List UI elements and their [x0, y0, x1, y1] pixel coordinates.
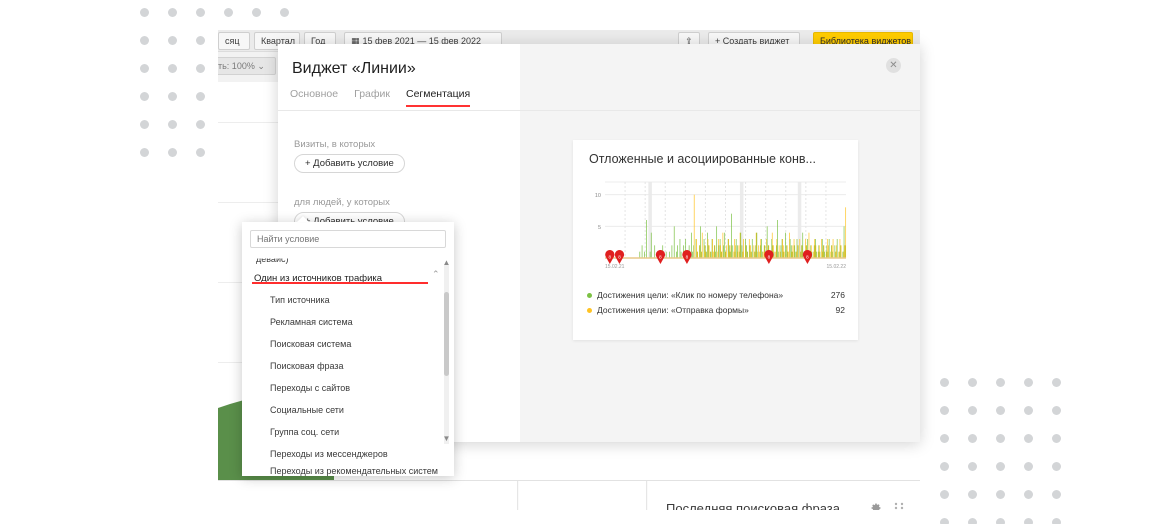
- calendar-icon: ▦: [351, 36, 359, 46]
- legend-label: Достижения цели: «Клик по номеру телефон…: [597, 290, 784, 300]
- bg-widget-title: Последняя поисковая фраза: [666, 501, 840, 510]
- triangle-down-icon[interactable]: ▼: [442, 434, 451, 443]
- drag-handle-icon[interactable]: [894, 501, 904, 510]
- condition-group-traffic-sources[interactable]: Один из источников трафика ⌃: [252, 268, 446, 286]
- legend-label: Достижения цели: «Отправка формы»: [597, 305, 749, 315]
- tab-osnovnoe[interactable]: Основное: [290, 88, 339, 100]
- condition-group-label: Один из источников трафика: [254, 273, 383, 284]
- legend-row: Достижения цели: «Клик по номеру телефон…: [587, 288, 845, 303]
- legend-color-swatch: [587, 308, 592, 313]
- preview-chart-plot: 5 10 8 8 8 8 8 8 15.02.21 15.02.22: [595, 181, 847, 270]
- triangle-up-icon[interactable]: ▲: [442, 258, 451, 267]
- condition-item-social-group[interactable]: Группа соц. сети: [270, 427, 340, 437]
- condition-item-ad-system[interactable]: Рекламная система: [270, 317, 353, 327]
- condition-item-source-type[interactable]: Тип источника: [270, 295, 330, 305]
- period-button-month[interactable]: сяц: [218, 32, 250, 50]
- legend-row: Достижения цели: «Отправка формы» 92: [587, 303, 845, 318]
- decorative-dot-grid-bottom-right: [940, 378, 1061, 524]
- condition-item-search-phrase[interactable]: Поисковая фраза: [270, 361, 344, 371]
- gear-icon[interactable]: [870, 501, 882, 510]
- tabs-divider: [278, 110, 920, 111]
- condition-item-social-networks[interactable]: Социальные сети: [270, 405, 344, 415]
- people-section-label: для людей, у которых: [294, 197, 390, 208]
- condition-picker-popup: девайс) Один из источников трафика ⌃ Тип…: [242, 216, 454, 476]
- scale-selector[interactable]: ть: 100% ⌄: [218, 57, 276, 75]
- chart-legend: Достижения цели: «Клик по номеру телефон…: [587, 288, 845, 318]
- legend-value: 92: [835, 305, 845, 315]
- svg-text:8: 8: [686, 255, 689, 260]
- svg-text:8: 8: [659, 255, 662, 260]
- condition-partial-item[interactable]: девайс): [256, 254, 289, 265]
- svg-text:8: 8: [609, 255, 612, 260]
- search-input[interactable]: [250, 230, 446, 248]
- condition-item-search-engine[interactable]: Поисковая система: [270, 339, 352, 349]
- condition-list[interactable]: девайс) Один из источников трафика ⌃ Тип…: [242, 254, 454, 476]
- dashboard-cell-chart[interactable]: [218, 481, 518, 510]
- chart-title: Отложенные и асоциированные конв...: [589, 152, 816, 166]
- svg-text:5: 5: [598, 225, 601, 231]
- visits-section-label: Визиты, в которых: [294, 139, 376, 150]
- condition-item-messengers[interactable]: Переходы из мессенджеров: [270, 449, 388, 459]
- scrollbar-thumb[interactable]: [444, 292, 449, 376]
- popup-pointer-arrow: [297, 216, 309, 222]
- add-condition-visits-button[interactable]: + Добавить условие: [294, 154, 405, 173]
- dashboard-cell-blank[interactable]: [519, 481, 647, 510]
- date-range-label: 15 фев 2021 — 15 фев 2022: [362, 36, 481, 46]
- dialog-title: Виджет «Линии»: [292, 60, 416, 77]
- svg-text:15.02.22: 15.02.22: [827, 264, 847, 270]
- dialog-tabs: Основное График Сегментация: [290, 88, 471, 110]
- tab-grafik[interactable]: График: [354, 88, 390, 100]
- widget-preview-card: Отложенные и асоциированные конв... 5 10 8…: [573, 140, 858, 340]
- chevron-down-icon: ⌄: [257, 61, 265, 71]
- svg-text:8: 8: [806, 255, 809, 260]
- condition-item-recommendation-systems[interactable]: Переходы из рекомендательных систем: [270, 466, 438, 476]
- export-icon: ⇪: [685, 36, 693, 46]
- legend-color-swatch: [587, 293, 592, 298]
- chevron-up-icon: ⌃: [432, 269, 440, 279]
- dashboard-cell-search-phrase[interactable]: Последняя поисковая фраза Последняя поис…: [648, 481, 920, 510]
- svg-text:8: 8: [768, 255, 771, 260]
- group-highlight-underline: [252, 282, 428, 284]
- scale-label: ть: 100%: [218, 61, 255, 71]
- close-icon[interactable]: ✕: [886, 58, 901, 73]
- condition-item-referrals[interactable]: Переходы с сайтов: [270, 383, 351, 393]
- legend-value: 276: [830, 290, 845, 300]
- dashboard-bottom-row: Последняя поисковая фраза Последняя поис…: [218, 480, 920, 510]
- svg-text:15.02.21: 15.02.21: [605, 264, 625, 270]
- svg-text:8: 8: [618, 255, 621, 260]
- tab-segmentaciya[interactable]: Сегментация: [406, 88, 471, 107]
- svg-text:10: 10: [595, 193, 601, 199]
